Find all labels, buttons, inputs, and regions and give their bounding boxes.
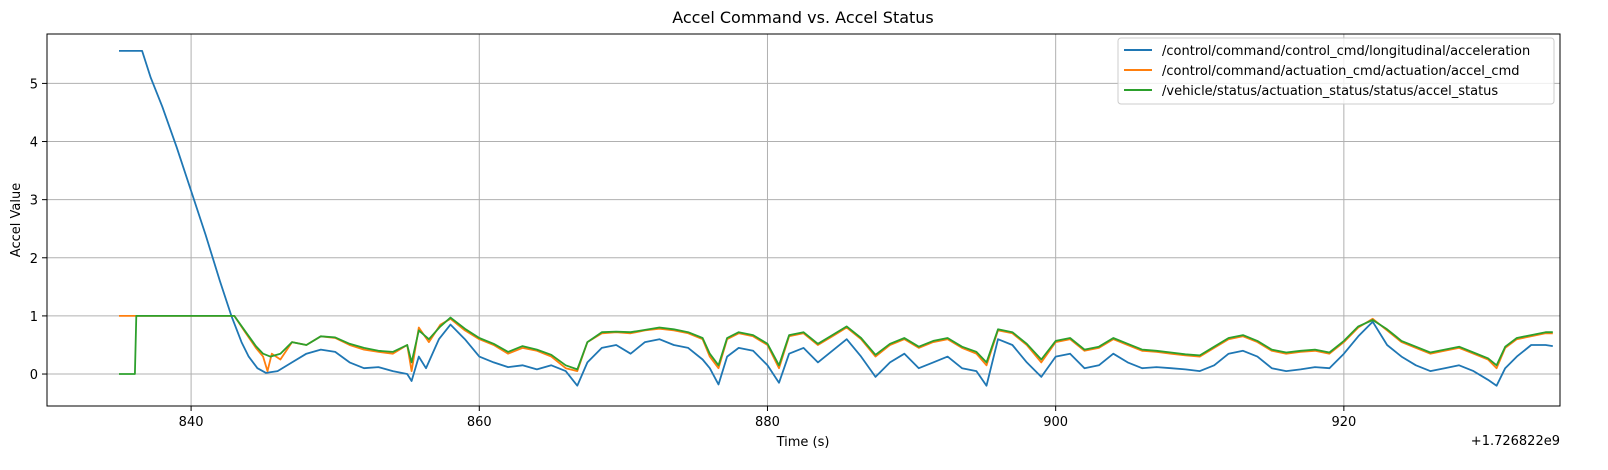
- y-tick-label: 1: [30, 310, 38, 325]
- legend: /control/command/control_cmd/longitudina…: [1117, 37, 1555, 105]
- y-tick-label: 5: [30, 77, 38, 92]
- grid-layer: [47, 34, 1560, 406]
- series-line-acceleration: [119, 50, 1553, 387]
- x-tick-label: 860: [467, 415, 492, 430]
- x-axis-label: Time (s): [776, 435, 830, 450]
- chart-title: Accel Command vs. Accel Status: [672, 8, 934, 27]
- y-tick-label: 2: [30, 252, 38, 267]
- x-tick-label: 900: [1043, 415, 1068, 430]
- series-line-accel-cmd: [119, 315, 1553, 372]
- y-tick-label: 4: [30, 136, 38, 151]
- x-tick-label: 840: [179, 415, 204, 430]
- plot-frame: [46, 33, 1561, 407]
- legend-label-accel-cmd: /control/command/actuation_cmd/actuation…: [1162, 64, 1519, 79]
- legend-label-accel-status: /vehicle/status/actuation_status/status/…: [1162, 84, 1498, 99]
- x-tick-label: 920: [1331, 415, 1356, 430]
- y-tick-label: 0: [30, 368, 38, 383]
- x-offset-label: +1.726822e9: [1471, 434, 1560, 449]
- x-tick-label: 880: [755, 415, 780, 430]
- legend-label-acceleration: /control/command/control_cmd/longitudina…: [1162, 44, 1530, 59]
- legend-box: [1117, 37, 1555, 105]
- series-layer: [119, 50, 1553, 387]
- y-axis: 0 1 2 3 4 5: [30, 77, 47, 383]
- series-line-accel-status: [119, 315, 1553, 375]
- y-tick-label: 3: [30, 194, 38, 209]
- y-axis-label: Accel Value: [9, 183, 24, 257]
- x-axis: 840 860 880 900 920: [179, 406, 1356, 430]
